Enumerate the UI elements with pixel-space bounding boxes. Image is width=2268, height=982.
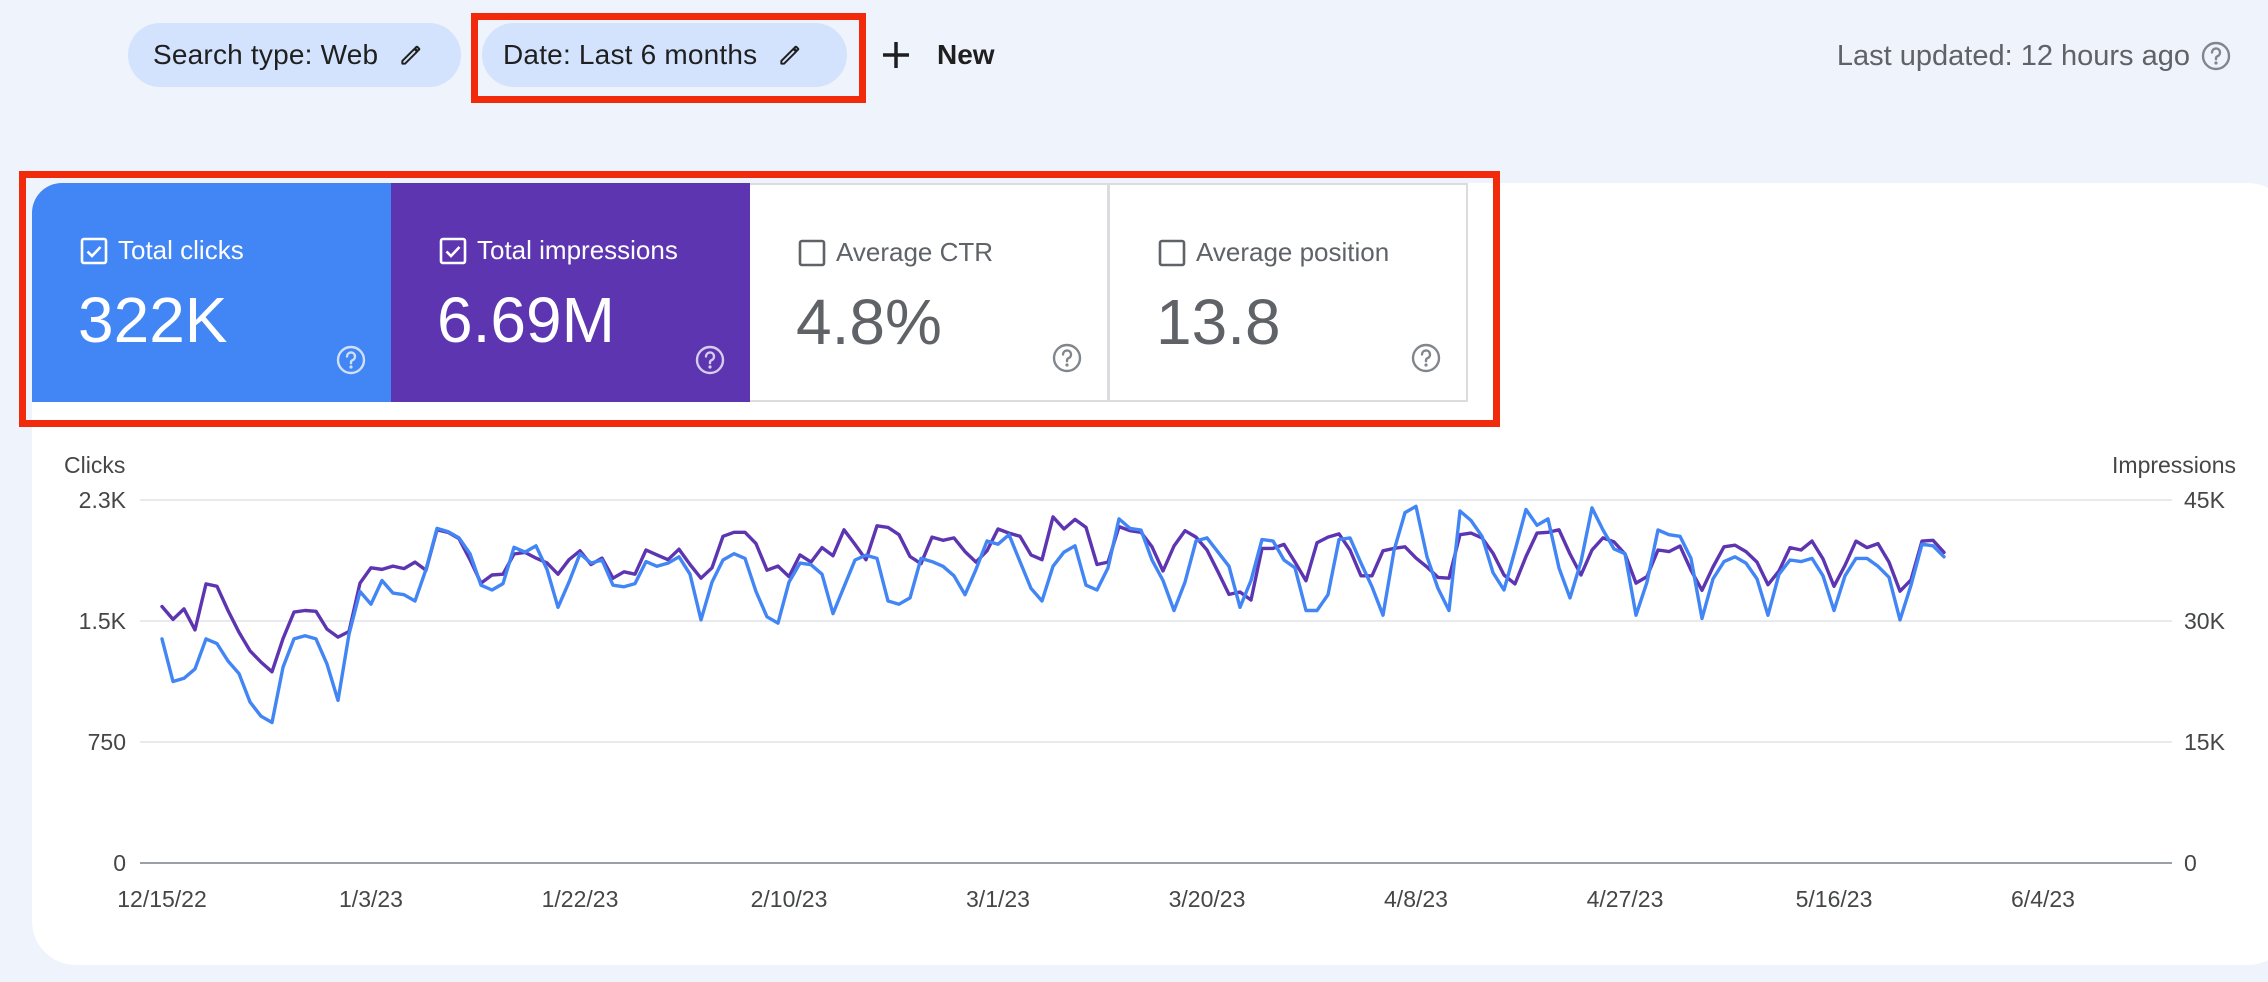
right-axis-tick-label: 0 bbox=[2184, 850, 2197, 876]
x-axis-tick-label: 3/20/23 bbox=[1169, 886, 1246, 912]
left-axis-tick-label: 1.5K bbox=[79, 608, 127, 634]
date-filter-chip[interactable]: Date: Last 6 months bbox=[482, 23, 847, 87]
x-axis-tick-label: 6/4/23 bbox=[2011, 886, 2075, 912]
right-axis-tick-label: 15K bbox=[2184, 729, 2226, 755]
right-axis-tick-label: 30K bbox=[2184, 608, 2226, 634]
last-updated-text: Last updated: 12 hours ago bbox=[1836, 39, 2190, 72]
x-axis-tick-label: 4/8/23 bbox=[1384, 886, 1448, 912]
metric-label: Average position bbox=[1196, 237, 1390, 267]
metric-cards-highlight-box bbox=[19, 171, 1500, 427]
new-label: New bbox=[937, 39, 995, 70]
total-impressions-toggle[interactable]: Total impressions bbox=[439, 235, 678, 266]
x-axis-tick-label: 3/1/23 bbox=[966, 886, 1030, 912]
x-axis-tick-label: 2/10/23 bbox=[751, 886, 828, 912]
x-axis-tick-label: 4/27/23 bbox=[1587, 886, 1664, 912]
metric-card-total-impressions[interactable]: Total impressions 6.69M bbox=[391, 183, 750, 402]
clicks-series-line bbox=[160, 504, 1946, 725]
help-icon[interactable] bbox=[1410, 342, 1442, 374]
search-type-label: Search type: Web bbox=[153, 39, 379, 70]
search-type-filter-chip[interactable]: Search type: Web bbox=[128, 23, 461, 87]
metric-value: 4.8% bbox=[796, 286, 942, 358]
help-icon[interactable] bbox=[694, 344, 726, 376]
x-axis-tick-label: 1/22/23 bbox=[542, 886, 619, 912]
average-position-toggle[interactable]: Average position bbox=[1158, 237, 1389, 268]
metric-card-average-position[interactable]: Average position 13.8 bbox=[1109, 183, 1468, 402]
checkbox-checked-icon[interactable] bbox=[80, 237, 108, 265]
edit-pencil-icon bbox=[398, 42, 424, 68]
metric-value: 13.8 bbox=[1156, 286, 1281, 358]
checkbox-unchecked-icon[interactable] bbox=[798, 239, 826, 267]
metric-card-average-ctr[interactable]: Average CTR 4.8% bbox=[750, 183, 1109, 402]
metric-value: 6.69M bbox=[437, 284, 615, 356]
metric-value: 322K bbox=[78, 284, 228, 356]
x-axis-tick-label: 12/15/22 bbox=[117, 886, 207, 912]
date-filter-highlight-box bbox=[471, 13, 866, 103]
checkbox-unchecked-icon[interactable] bbox=[1158, 239, 1186, 267]
left-axis-tick-label: 0 bbox=[113, 850, 126, 876]
performance-chart: Clicks Impressions 0 750 1.5K 2.3K 0 15K 30K 4… bbox=[64, 452, 2236, 912]
metric-label: Total clicks bbox=[118, 235, 244, 265]
right-axis-tick-label: 45K bbox=[2184, 487, 2226, 513]
right-axis-title: Impressions bbox=[2112, 452, 2236, 478]
metric-label: Total impressions bbox=[477, 235, 678, 265]
total-clicks-toggle[interactable]: Total clicks bbox=[80, 235, 244, 266]
x-axis-tick-label: 1/3/23 bbox=[339, 886, 403, 912]
impressions-series-line bbox=[160, 515, 1946, 674]
edit-pencil-icon bbox=[777, 42, 803, 68]
metric-label: Average CTR bbox=[836, 237, 994, 267]
left-axis-title: Clicks bbox=[64, 452, 125, 478]
checkbox-checked-icon[interactable] bbox=[439, 237, 467, 265]
new-filter-button[interactable]: New bbox=[880, 30, 995, 80]
plus-icon bbox=[880, 39, 912, 71]
x-axis-tick-label: 5/16/23 bbox=[1796, 886, 1873, 912]
average-ctr-toggle[interactable]: Average CTR bbox=[798, 237, 993, 268]
last-updated-status: Last updated: 12 hours ago bbox=[1837, 32, 2232, 80]
left-axis-tick-label: 750 bbox=[88, 729, 126, 755]
date-label: Date: Last 6 months bbox=[503, 39, 758, 70]
help-icon[interactable] bbox=[335, 344, 367, 376]
help-icon[interactable] bbox=[2200, 40, 2232, 72]
left-axis-tick-label: 2.3K bbox=[79, 487, 127, 513]
help-icon[interactable] bbox=[1051, 342, 1083, 374]
metric-card-total-clicks[interactable]: Total clicks 322K bbox=[32, 183, 391, 402]
